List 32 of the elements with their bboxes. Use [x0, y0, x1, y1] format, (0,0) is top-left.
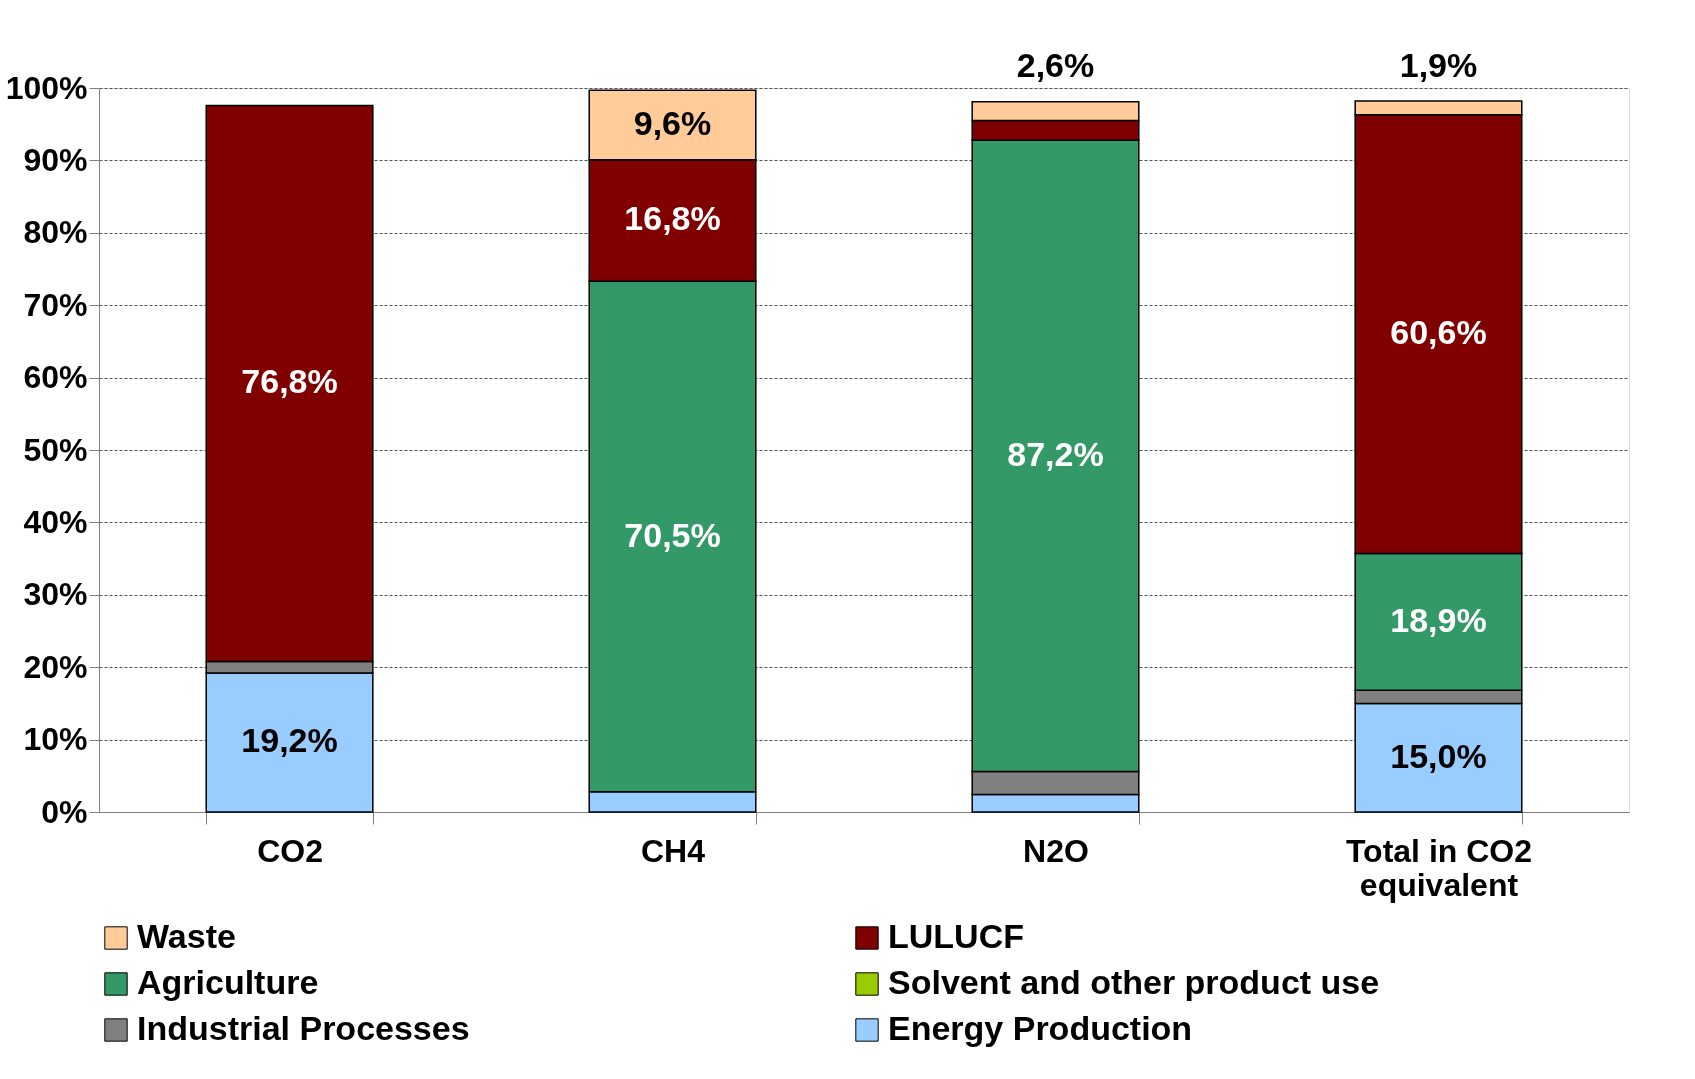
x-tick-label: N2O: [1023, 832, 1089, 869]
data-label: 18,9%: [1390, 600, 1487, 639]
x-tick-label: CH4: [641, 832, 706, 869]
data-label: 70,5%: [624, 515, 721, 554]
y-tick-label: 10%: [23, 721, 88, 758]
legend-label: LULUCF: [888, 917, 1024, 955]
y-tick-label: 30%: [23, 576, 88, 613]
x-tick-label: Total in CO2 equivalent: [1345, 832, 1533, 903]
y-tick-label: 50%: [23, 431, 88, 468]
data-label: 15,0%: [1390, 736, 1487, 775]
legend-label: Industrial Processes: [137, 1009, 470, 1047]
data-label: 19,2%: [241, 721, 338, 760]
data-label: 87,2%: [1007, 434, 1104, 473]
data-label: 2,6%: [1016, 46, 1095, 84]
x-tick-label: CO2: [257, 832, 323, 869]
y-tick-label: 60%: [23, 359, 88, 396]
data-label: 60,6%: [1390, 313, 1487, 352]
y-tick-label: 90%: [23, 141, 88, 178]
data-label: 16,8%: [624, 199, 721, 238]
data-label: 1,9%: [1399, 46, 1478, 84]
data-label: 76,8%: [241, 362, 338, 401]
y-tick-label: 70%: [23, 286, 88, 323]
legend-label: Energy Production: [888, 1009, 1193, 1047]
legend-label: Solvent and other product use: [888, 963, 1380, 1001]
data-label: 9,6%: [633, 103, 712, 142]
legend-label: Waste: [137, 917, 236, 955]
y-tick-label: 20%: [23, 648, 88, 685]
y-tick-label: 40%: [23, 503, 88, 540]
y-tick-label: 100%: [5, 69, 88, 106]
y-tick-label: 80%: [23, 214, 88, 251]
y-tick-label: 0%: [41, 793, 88, 830]
legend-label: Agriculture: [137, 963, 319, 1001]
